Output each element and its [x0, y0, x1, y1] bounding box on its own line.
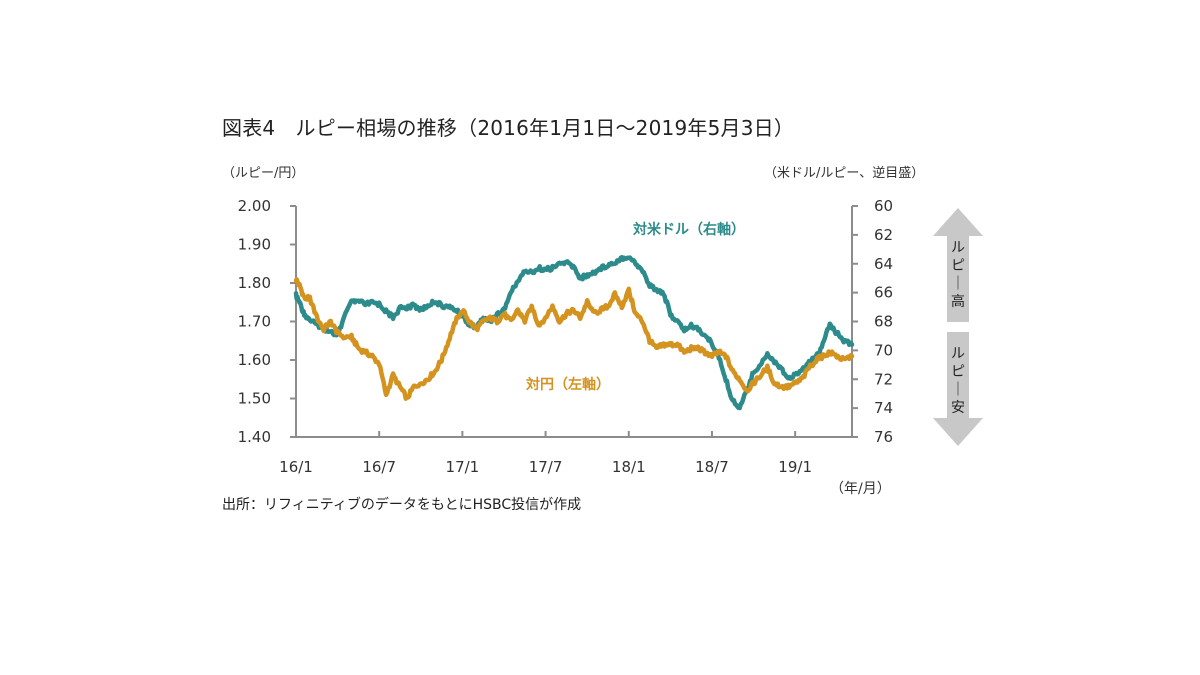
- arrow-text-char: ｜: [951, 382, 965, 398]
- direction-arrows: ルピ｜高ルピ｜安: [933, 208, 983, 446]
- x-tick-label: 16/7: [362, 458, 396, 476]
- x-axis-unit: （年/月）: [830, 481, 891, 497]
- arrow-text-char: 安: [951, 400, 965, 416]
- right-axis-unit: （米ドル/ルピー、逆目盛）: [764, 166, 925, 181]
- right-tick-label: 68: [874, 313, 893, 331]
- left-tick-label: 1.60: [238, 351, 271, 369]
- left-tick-label: 2.00: [238, 197, 271, 215]
- series-line-jpy: [293, 277, 855, 401]
- x-tick-label: 18/7: [695, 458, 729, 476]
- x-tick-label: 16/1: [279, 458, 313, 476]
- right-tick-label: 60: [874, 197, 893, 215]
- series-label-usd: 対米ドル（右軸）: [632, 221, 745, 238]
- arrow-text-char: 高: [951, 293, 965, 310]
- arrow-text-char: ル: [951, 346, 965, 362]
- up-arrow-label: ルピ ｜高: [951, 240, 965, 310]
- arrow-text-char: ピ: [951, 364, 965, 380]
- right-tick-label: 64: [874, 255, 893, 273]
- x-tick-label: 18/1: [612, 458, 646, 476]
- axes: 2.00 1.90 1.80 1.70 1.60 1.50 1.40 60 62 64 66 68 70…: [238, 197, 894, 476]
- series-label-jpy: 対円（左軸）: [525, 376, 610, 393]
- right-tick-label: 76: [874, 428, 893, 446]
- right-tick-label: 70: [874, 341, 893, 359]
- series-line-usd: [293, 254, 855, 411]
- right-tick-label: 72: [874, 370, 893, 388]
- chart-title: 図表4 ルピー相場の推移（2016年1月1日～2019年5月3日）: [222, 116, 795, 140]
- source-note: 出所：リフィニティブのデータをもとにHSBC投信が作成: [222, 497, 582, 513]
- right-tick-label: 66: [874, 284, 893, 302]
- left-tick-label: 1.50: [238, 390, 271, 408]
- series-labels: 対米ドル（右軸） 対円（左軸）: [525, 221, 745, 393]
- left-axis-unit: （ルピー/円）: [222, 166, 305, 181]
- left-tick-label: 1.80: [238, 274, 271, 292]
- right-tick-label: 74: [874, 399, 893, 417]
- x-tick-label: 19/1: [778, 458, 812, 476]
- left-tick-label: 1.70: [238, 313, 271, 331]
- down-arrow-label: ルピ ｜ 安: [951, 346, 965, 416]
- up-arrow-icon: [933, 208, 983, 322]
- down-arrow-icon: [933, 332, 983, 446]
- left-tick-label: 1.90: [238, 236, 271, 254]
- x-tick-label: 17/1: [446, 458, 480, 476]
- series-lines: [293, 254, 855, 411]
- arrow-text-char: ピ: [951, 258, 965, 274]
- right-tick-label: 62: [874, 226, 893, 244]
- x-tick-label: 17/7: [529, 458, 563, 476]
- arrow-text-char: ｜: [951, 276, 965, 292]
- left-tick-label: 1.40: [238, 428, 271, 446]
- arrow-text-char: ル: [951, 240, 965, 256]
